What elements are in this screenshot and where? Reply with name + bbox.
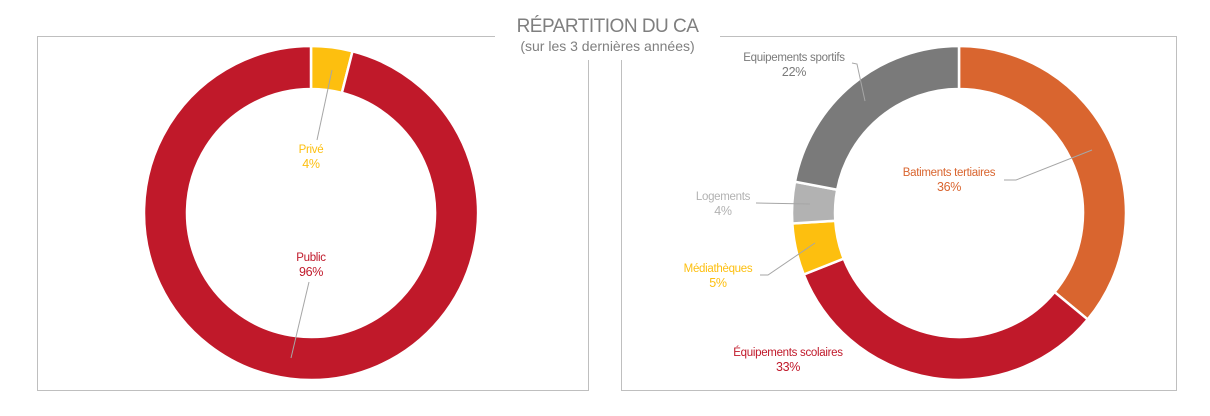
segment-batiments-tertiaires [957,44,1128,322]
label-scolaires-name: Équipements scolaires [733,347,843,359]
label-public-pct: 96% [298,265,324,279]
label-logements-pct: 4% [714,204,732,218]
label-sportifs-pct: 22% [781,65,807,79]
leader-line-public [290,281,310,359]
leader-line-logements [755,202,811,205]
right-donut-chart [790,44,1128,382]
segment-equipements-scolaires [802,257,1090,382]
segment-equipements-sportifs [793,44,961,192]
label-public-name: Public [296,252,326,264]
leader-line-batiments [1004,149,1093,181]
leader-lines [290,62,1093,359]
chart-title: RÉPARTITION DU CA [516,16,699,37]
label-batiments-tertiaires: Batiments tertiaires 36% [902,166,996,194]
label-mediatheques: Médiathèques 5% [684,262,753,290]
label-batiments-pct: 36% [936,180,962,194]
label-public: Public 96% [296,251,326,279]
label-sportifs-name: Equipements sportifs [743,52,845,64]
label-logements-name: Logements [695,191,751,203]
label-scolaires-pct: 33% [775,360,801,374]
leader-line-prive [316,69,333,141]
chart-header: RÉPARTITION DU CA (sur les 3 dernières a… [495,10,720,60]
label-mediatheques-pct: 5% [709,276,727,290]
label-equipements-sportifs: Equipements sportifs 22% [743,51,845,79]
label-mediatheques-name: Médiathèques [683,263,753,275]
label-batiments-name: Batiments tertiaires [902,167,996,179]
leader-line-mediatheques [760,242,816,276]
segment-public [142,44,480,382]
left-chart-frame [37,36,589,391]
label-prive-pct: 4% [302,157,320,171]
label-logements: Logements 4% [695,190,751,218]
label-prive: Privé 4% [299,143,324,171]
left-donut-chart [142,44,480,382]
label-prive-name: Privé [298,144,324,156]
leader-line-sportifs [851,62,866,102]
label-equipements-scolaires: Équipements scolaires 33% [733,346,843,374]
chart-subtitle: (sur les 3 dernières années) [520,38,695,54]
